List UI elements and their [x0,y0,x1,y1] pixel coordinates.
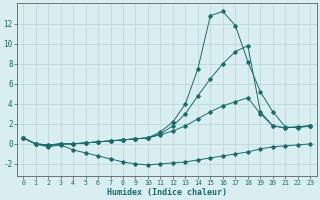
X-axis label: Humidex (Indice chaleur): Humidex (Indice chaleur) [107,188,227,197]
